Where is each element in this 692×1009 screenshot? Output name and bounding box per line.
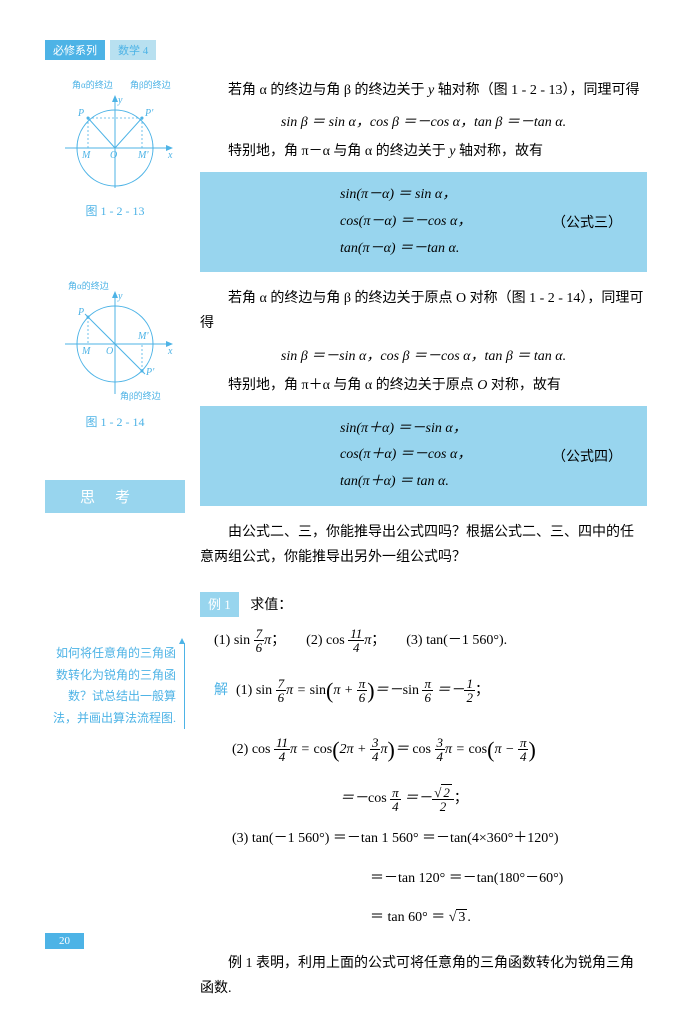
solution-1: 解(1) sin 76π = sin(π + π6)＝－sin π6 ＝－12； <box>214 665 647 718</box>
figure-1-2-13: 角α的终边 角β的终边 y x P P' M O M' <box>45 78 185 219</box>
page-header: 必修系列 数学 4 <box>45 40 647 60</box>
box2-line1: sin(π＋α) ＝－sin α， <box>220 416 627 443</box>
svg-text:M': M' <box>137 331 149 342</box>
svg-text:O: O <box>110 150 117 161</box>
solution-2a: (2) cos 114π = cos(2π + 34π)＝ cos 34π = … <box>232 724 647 777</box>
formula-box-3: sin(π－α) ＝ sin α， cos(π－α) ＝－cos α， tan(… <box>200 172 647 272</box>
svg-text:O: O <box>106 346 113 357</box>
para-2: 特别地，角 π－α 与角 α 的终边关于 y 轴对称，故有 <box>200 139 647 164</box>
fig1-caption: 图 1 - 2 - 13 <box>45 202 185 219</box>
svg-text:y: y <box>117 95 123 106</box>
solution-3a: (3) tan(－1 560°) ＝－tan 1 560° ＝－tan(4×36… <box>232 822 647 856</box>
svg-text:x: x <box>167 346 173 357</box>
think-body: 由公式二、三，你能推导出公式四吗？根据公式二、三、四中的任意两组公式，你能推导出… <box>200 520 647 570</box>
svg-text:P: P <box>77 108 84 119</box>
formula-1: sin β ＝ sin α，cos β ＝－cos α，tan β ＝－tan … <box>200 111 647 131</box>
formula-2: sin β ＝－sin α，cos β ＝－cos α，tan β ＝ tan … <box>200 345 647 365</box>
svg-text:P: P <box>77 307 84 318</box>
example-q-text: 求值： <box>250 598 292 613</box>
series-tag: 必修系列 <box>45 40 105 60</box>
fig2-caption: 图 1 - 2 - 14 <box>45 413 185 430</box>
formula-box-4: sin(π＋α) ＝－sin α， cos(π＋α) ＝－cos α， tan(… <box>200 406 647 506</box>
fig1-beta-label: 角β的终边 <box>130 79 171 90</box>
figure-1-2-14: 角α的终边 y x P M O M' P' 角β的终边 图 1 - <box>45 279 185 430</box>
solution-3c: ＝ tan 60° ＝ √3. <box>370 901 647 935</box>
right-column: 若角 α 的终边与角 β 的终边关于 y 轴对称（图 1 - 2 - 13），同… <box>200 78 647 1009</box>
solution-3b: ＝－tan 120° ＝－tan(180°－60°) <box>370 862 647 896</box>
para-4: 特别地，角 π＋α 与角 α 的终边关于原点 O 对称，故有 <box>200 373 647 398</box>
svg-text:M: M <box>81 150 91 161</box>
margin-note: 如何将任意角的三角函数转化为锐角的三角函数？试总结出一般算法，并画出算法流程图. <box>45 643 185 729</box>
left-column: 角α的终边 角β的终边 y x P P' M O M' <box>45 78 185 1009</box>
subject-tag: 数学 4 <box>110 40 156 60</box>
closing: 例 1 表明，利用上面的公式可将任意角的三角函数转化为锐角三角函数. <box>200 951 647 1001</box>
svg-text:P': P' <box>145 367 155 378</box>
main-content: 角α的终边 角β的终边 y x P P' M O M' <box>45 78 647 1009</box>
example-1-q: 例 1 求值： <box>200 592 647 618</box>
svg-text:角β的终边: 角β的终边 <box>120 390 161 401</box>
svg-text:角α的终边: 角α的终边 <box>68 280 109 291</box>
box1-tag: （公式三） <box>552 212 622 232</box>
svg-text:x: x <box>167 150 173 161</box>
svg-text:y: y <box>117 291 123 302</box>
think-heading: 思考 <box>45 480 185 513</box>
svg-text:M': M' <box>137 150 149 161</box>
box2-line3: tan(π＋α) ＝ tan α. <box>220 469 627 496</box>
example-items: (1) sin 76π； (2) cos 114π； (3) tan(－1 56… <box>214 626 647 657</box>
solution-2b: ＝－cos π4 ＝－√22； <box>340 782 647 816</box>
para-1: 若角 α 的终边与角 β 的终边关于 y 轴对称（图 1 - 2 - 13），同… <box>200 78 647 103</box>
box1-line1: sin(π－α) ＝ sin α， <box>220 182 627 209</box>
para-3: 若角 α 的终边与角 β 的终边关于原点 O 对称（图 1 - 2 - 14），… <box>200 286 647 336</box>
box1-line3: tan(π－α) ＝－tan α. <box>220 236 627 263</box>
fig1-alpha-label: 角α的终边 <box>72 79 113 90</box>
svg-text:P': P' <box>144 108 154 119</box>
example-label: 例 1 <box>200 592 239 617</box>
svg-text:M: M <box>81 346 91 357</box>
page-number: 20 <box>45 933 84 949</box>
box2-tag: （公式四） <box>552 446 622 466</box>
